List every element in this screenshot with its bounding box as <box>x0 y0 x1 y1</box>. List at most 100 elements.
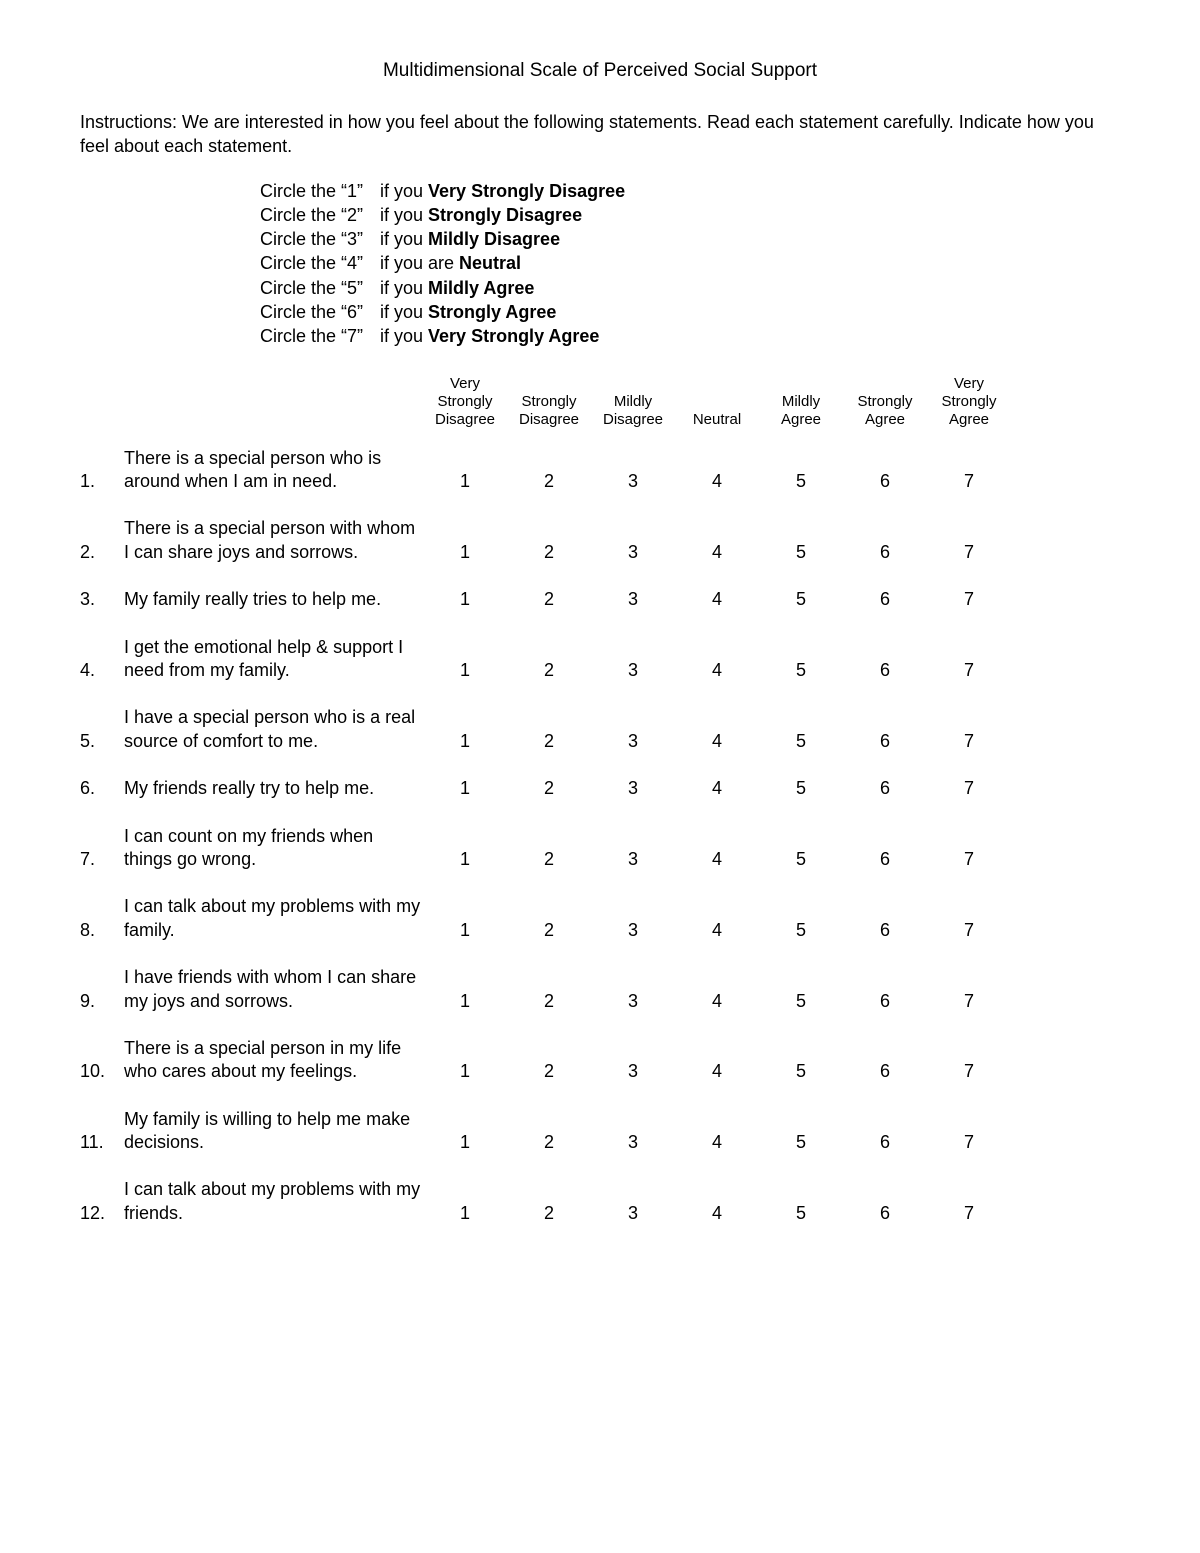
rating-option[interactable]: 7 <box>934 541 1004 564</box>
rating-option[interactable]: 5 <box>766 541 836 564</box>
rating-option[interactable]: 2 <box>514 919 584 942</box>
rating-option[interactable]: 7 <box>934 990 1004 1013</box>
rating-option[interactable]: 5 <box>766 588 836 611</box>
rating-option[interactable]: 7 <box>934 777 1004 800</box>
rating-option[interactable]: 5 <box>766 659 836 682</box>
rating-option[interactable]: 3 <box>598 541 668 564</box>
rating-option[interactable]: 4 <box>682 848 752 871</box>
rating-option[interactable]: 1 <box>430 919 500 942</box>
rating-option[interactable]: 6 <box>850 659 920 682</box>
rating-option[interactable]: 6 <box>850 1202 920 1225</box>
rating-option[interactable]: 6 <box>850 990 920 1013</box>
rating-option[interactable]: 3 <box>598 777 668 800</box>
rating-option[interactable]: 5 <box>766 1202 836 1225</box>
rating-option[interactable]: 3 <box>598 588 668 611</box>
rating-option[interactable]: 1 <box>430 659 500 682</box>
rating-option[interactable]: 6 <box>850 470 920 493</box>
rating-option[interactable]: 4 <box>682 541 752 564</box>
rating-option[interactable]: 4 <box>682 777 752 800</box>
rating-option[interactable]: 3 <box>598 470 668 493</box>
rating-option[interactable]: 1 <box>430 848 500 871</box>
rating-option[interactable]: 4 <box>682 919 752 942</box>
rating-option[interactable]: 6 <box>850 588 920 611</box>
rating-option[interactable]: 4 <box>682 990 752 1013</box>
rating-option[interactable]: 2 <box>514 777 584 800</box>
legend-meaning: if you Mildly Agree <box>380 276 534 300</box>
rating-option[interactable]: 6 <box>850 730 920 753</box>
rating-option[interactable]: 1 <box>430 1202 500 1225</box>
rating-option[interactable]: 3 <box>598 659 668 682</box>
rating-option[interactable]: 6 <box>850 541 920 564</box>
rating-option[interactable]: 2 <box>514 541 584 564</box>
rating-option[interactable]: 3 <box>598 730 668 753</box>
legend-prefix: if you <box>380 326 428 346</box>
rating-option[interactable]: 2 <box>514 990 584 1013</box>
item-statement: My friends really try to help me. <box>124 777 430 800</box>
rating-option[interactable]: 6 <box>850 1060 920 1083</box>
rating-option[interactable]: 1 <box>430 588 500 611</box>
rating-option[interactable]: 6 <box>850 1131 920 1154</box>
rating-option[interactable]: 5 <box>766 1060 836 1083</box>
legend-row: Circle the “1”if you Very Strongly Disag… <box>260 179 1120 203</box>
legend-prefix: if you <box>380 302 428 322</box>
rating-option[interactable]: 3 <box>598 1202 668 1225</box>
rating-option[interactable]: 2 <box>514 730 584 753</box>
rating-option[interactable]: 4 <box>682 1202 752 1225</box>
rating-option[interactable]: 4 <box>682 659 752 682</box>
rating-option[interactable]: 1 <box>430 470 500 493</box>
rating-option[interactable]: 1 <box>430 777 500 800</box>
rating-option[interactable]: 5 <box>766 919 836 942</box>
rating-option[interactable]: 4 <box>682 730 752 753</box>
rating-option[interactable]: 7 <box>934 1131 1004 1154</box>
rating-option[interactable]: 7 <box>934 659 1004 682</box>
rating-option[interactable]: 7 <box>934 1060 1004 1083</box>
rating-option[interactable]: 2 <box>514 470 584 493</box>
rating-option[interactable]: 6 <box>850 777 920 800</box>
rating-option[interactable]: 1 <box>430 1131 500 1154</box>
page: Multidimensional Scale of Perceived Soci… <box>0 0 1200 1553</box>
rating-option[interactable]: 2 <box>514 1131 584 1154</box>
rating-option[interactable]: 4 <box>682 470 752 493</box>
legend-meaning: if you Mildly Disagree <box>380 227 560 251</box>
table-row: 12.I can talk about my problems with my … <box>80 1178 1120 1225</box>
rating-option[interactable]: 7 <box>934 919 1004 942</box>
rating-option[interactable]: 5 <box>766 990 836 1013</box>
table-row: 10.There is a special person in my life … <box>80 1037 1120 1084</box>
rating-option[interactable]: 5 <box>766 730 836 753</box>
rating-option[interactable]: 7 <box>934 848 1004 871</box>
rating-option[interactable]: 2 <box>514 848 584 871</box>
rating-option[interactable]: 3 <box>598 848 668 871</box>
rating-option[interactable]: 7 <box>934 588 1004 611</box>
rating-option[interactable]: 5 <box>766 1131 836 1154</box>
rating-option[interactable]: 4 <box>682 1060 752 1083</box>
rating-option[interactable]: 5 <box>766 470 836 493</box>
rating-option[interactable]: 5 <box>766 848 836 871</box>
rating-option[interactable]: 5 <box>766 777 836 800</box>
rating-option[interactable]: 6 <box>850 919 920 942</box>
rating-option[interactable]: 3 <box>598 919 668 942</box>
item-statement: I have a special person who is a real so… <box>124 706 430 753</box>
rating-option[interactable]: 4 <box>682 588 752 611</box>
item-number: 4. <box>80 659 124 682</box>
rating-option[interactable]: 1 <box>430 730 500 753</box>
rating-option[interactable]: 3 <box>598 1131 668 1154</box>
rating-option[interactable]: 2 <box>514 1202 584 1225</box>
item-number: 2. <box>80 541 124 564</box>
rating-option[interactable]: 3 <box>598 1060 668 1083</box>
rating-option[interactable]: 2 <box>514 659 584 682</box>
column-header: Strongly Agree <box>850 393 920 429</box>
page-title: Multidimensional Scale of Perceived Soci… <box>80 60 1120 82</box>
rating-option[interactable]: 1 <box>430 541 500 564</box>
rating-option[interactable]: 7 <box>934 470 1004 493</box>
rating-option[interactable]: 6 <box>850 848 920 871</box>
item-number: 7. <box>80 848 124 871</box>
rating-option[interactable]: 3 <box>598 990 668 1013</box>
rating-option[interactable]: 4 <box>682 1131 752 1154</box>
rating-option[interactable]: 7 <box>934 730 1004 753</box>
rating-option[interactable]: 1 <box>430 1060 500 1083</box>
rating-option[interactable]: 7 <box>934 1202 1004 1225</box>
rating-option[interactable]: 2 <box>514 588 584 611</box>
item-number: 9. <box>80 990 124 1013</box>
rating-option[interactable]: 1 <box>430 990 500 1013</box>
rating-option[interactable]: 2 <box>514 1060 584 1083</box>
